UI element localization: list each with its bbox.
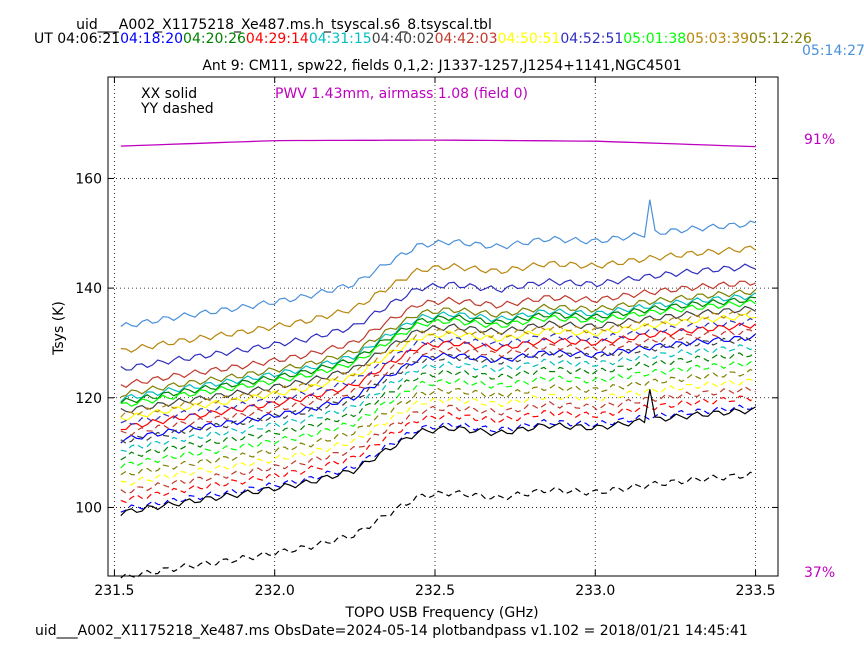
time-label: 04:18:20 [120,31,183,47]
pwv-curve [120,139,756,148]
y-tick-label: 160 [75,171,102,187]
footer-text: uid___A002_X1175218_Xe487.ms ObsDate=202… [35,623,748,639]
series-yy-line [120,317,756,425]
x-tick-label: 232.5 [415,583,455,599]
y-tick-label: 140 [75,281,102,297]
time-legend-row: UT 04:06:2104:18:2004:20:2604:29:1404:31… [34,31,812,47]
time-label: 04:06:21 [57,31,120,47]
y-axis-label: Tsys (K) [51,301,67,356]
x-axis-label: TOPO USB Frequency (GHz) [344,605,538,621]
time-label: 05:01:38 [623,31,686,47]
series-xx-line [120,305,756,414]
series-yy-line [120,471,756,579]
atm-transmission-top: 91% [804,132,835,148]
ut-prefix: UT [34,31,57,47]
plot-frame [107,76,779,577]
series-yy-line [120,344,756,452]
time-label: 04:31:15 [309,31,372,47]
series-yy-line [120,359,756,469]
series-yy-line [120,328,756,436]
y-tick-label: 100 [75,500,102,516]
series-yy-line [120,395,756,504]
series-xx-line [120,280,756,389]
time-label: 04:29:14 [246,31,309,47]
pwv-note: PWV 1.43mm, airmass 1.08 (field 0) [275,86,528,102]
series-xx-line [120,313,756,422]
series-yy-line [120,350,757,461]
legend-yy-note: YY dashed [140,101,214,117]
series-xx-line [120,389,756,517]
time-legend-overflow: 05:14:27 [802,43,864,59]
x-tick-label: 232.0 [255,583,295,599]
y-tick-label: 120 [75,391,102,407]
series-xx-line [120,245,756,353]
series-lines [120,139,757,579]
atm-transmission-bottom: 37% [804,565,835,581]
series-xx-line [120,263,756,371]
series-xx-line [120,296,756,404]
time-label: 04:50:51 [497,31,560,47]
grid-lines [108,77,778,576]
series-yy-line [120,336,756,444]
x-tick-label: 233.0 [575,583,615,599]
time-label: 04:52:51 [560,31,623,47]
time-label: 05:12:26 [749,31,812,47]
time-label: 04:20:26 [183,31,246,47]
time-label: 04:40:02 [372,31,435,47]
series-xx-line [120,199,756,328]
series-yy-line [120,386,756,494]
series-yy-line [120,403,757,513]
axis-ticks: 231.5 232.0 232.5 233.0 233.5 100 120 140 160 [75,77,778,599]
series-xx-line [120,333,756,444]
series-yy-line [120,368,756,476]
series-yy-line [120,378,756,486]
series-xx-line [120,289,757,398]
series-xx-line [120,299,756,407]
time-label: 05:03:39 [686,31,749,47]
x-tick-label: 231.5 [94,583,134,599]
series-xx-line [120,322,756,431]
time-label: 04:42:03 [435,31,498,47]
chart-subtitle: Ant 9: CM11, spw22, fields 0,1,2: J1337-… [202,58,681,74]
legend-xx-note: XX solid [141,86,197,102]
series-yy-line [120,309,756,418]
time-label: 05:14:27 [802,43,864,59]
chart-title: uid___A002_X1175218_Xe487.ms.h_tsyscal.s… [76,17,492,33]
x-tick-label: 233.5 [736,583,776,599]
